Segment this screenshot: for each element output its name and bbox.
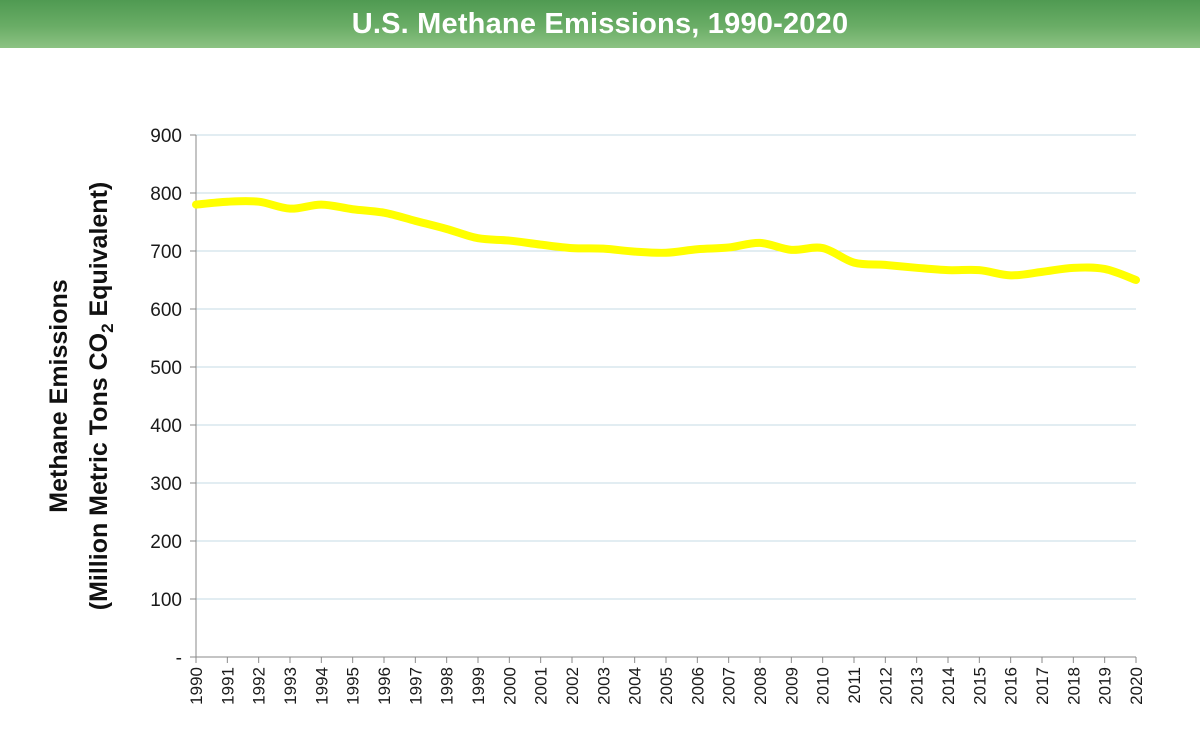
data-point	[947, 269, 949, 271]
data-point	[289, 208, 291, 210]
data-point	[226, 201, 228, 203]
y-tick-label: 500	[150, 358, 182, 379]
x-tick-label: 2011	[845, 667, 864, 704]
data-point	[696, 248, 698, 250]
data-point	[1010, 274, 1012, 276]
data-point	[1072, 267, 1074, 269]
x-tick-label: 2002	[563, 667, 582, 705]
x-tick-labels: 1990 1991 1992 1993 1994 1995 1996 1997 1998 1999…	[187, 667, 1146, 705]
x-tick-label: 2001	[532, 667, 551, 705]
data-point	[477, 237, 479, 239]
x-tick-label: 2015	[970, 667, 989, 705]
title-bar: U.S. Methane Emissions, 1990-2020	[0, 0, 1200, 48]
x-tick-label: 1998	[438, 667, 457, 705]
x-tick-label: 2013	[908, 667, 927, 705]
data-point	[853, 262, 855, 264]
data-point	[1041, 271, 1043, 273]
x-tick-label: 2020	[1127, 667, 1146, 705]
data-point	[508, 240, 510, 242]
y-axis-label-prefix: (Million Metric Tons CO	[85, 333, 113, 610]
x-tick-label: 1993	[281, 667, 300, 705]
y-tick-label: 100	[150, 590, 182, 611]
series-layer	[192, 197, 1140, 284]
x-tick-label: 2007	[720, 667, 739, 705]
data-point	[540, 244, 542, 246]
data-point	[383, 212, 385, 214]
data-point	[195, 204, 197, 206]
x-tick-label: 2009	[782, 667, 801, 705]
data-point	[759, 242, 761, 244]
data-point	[1135, 279, 1137, 281]
x-tick-label: 2012	[876, 667, 895, 705]
x-tick-label: 1991	[218, 667, 237, 705]
data-point	[571, 247, 573, 249]
x-tick-label: 2004	[626, 667, 645, 705]
x-tick-label: 1990	[187, 667, 206, 705]
data-point	[822, 247, 824, 249]
y-axis-label-subscript: 2	[98, 323, 117, 332]
x-tick-label: 1997	[406, 667, 425, 705]
x-tick-label: 2018	[1064, 667, 1083, 705]
y-tick-label: 800	[150, 184, 182, 205]
x-tick-label: 2019	[1096, 667, 1115, 705]
data-point	[320, 204, 322, 206]
x-tick-label: 2005	[657, 667, 676, 705]
x-tick-label: 2017	[1033, 667, 1052, 705]
data-point	[728, 247, 730, 249]
y-tick-labels: - 100 200 300 400 500 600 700 800 900	[150, 126, 182, 669]
x-tick-label: 1999	[469, 667, 488, 705]
x-tick-label: 2008	[751, 667, 770, 705]
data-point	[790, 249, 792, 251]
data-point	[258, 201, 260, 203]
y-axis-label-line2: (Million Metric Tons CO2 Equivalent)	[85, 182, 117, 610]
axes	[190, 134, 1137, 663]
x-tick-label: 2000	[500, 667, 519, 705]
y-tick-label: 700	[150, 242, 182, 263]
data-point	[1104, 268, 1106, 270]
x-tick-label: 1992	[250, 667, 269, 705]
x-tick-label: 2006	[688, 667, 707, 705]
y-tick-label: 300	[150, 474, 182, 495]
data-point	[884, 264, 886, 266]
y-tick-label: 900	[150, 126, 182, 147]
data-point	[602, 248, 604, 250]
y-axis-label-suffix: Equivalent)	[85, 182, 113, 324]
y-tick-label: 600	[150, 300, 182, 321]
x-tick-label: 2016	[1002, 667, 1021, 705]
y-axis-label-line1: Methane Emissions	[45, 279, 73, 512]
data-point	[446, 228, 448, 230]
data-point	[352, 208, 354, 210]
x-tick-label: 2014	[939, 667, 958, 705]
data-point	[414, 220, 416, 222]
y-tick-label: 400	[150, 416, 182, 437]
y-tick-label: -	[176, 648, 182, 669]
series-line-methane	[192, 197, 1140, 284]
y-tick-label: 200	[150, 532, 182, 553]
x-tick-label: 2003	[594, 667, 613, 705]
x-tick-label: 1996	[375, 667, 394, 705]
chart-title: U.S. Methane Emissions, 1990-2020	[351, 7, 849, 40]
data-point	[665, 252, 667, 254]
data-point	[634, 251, 636, 253]
x-tick-label: 2010	[814, 667, 833, 705]
data-point	[978, 269, 980, 271]
x-tick-label: 1994	[312, 667, 331, 705]
data-point	[916, 267, 918, 269]
x-tick-label: 1995	[344, 667, 363, 705]
